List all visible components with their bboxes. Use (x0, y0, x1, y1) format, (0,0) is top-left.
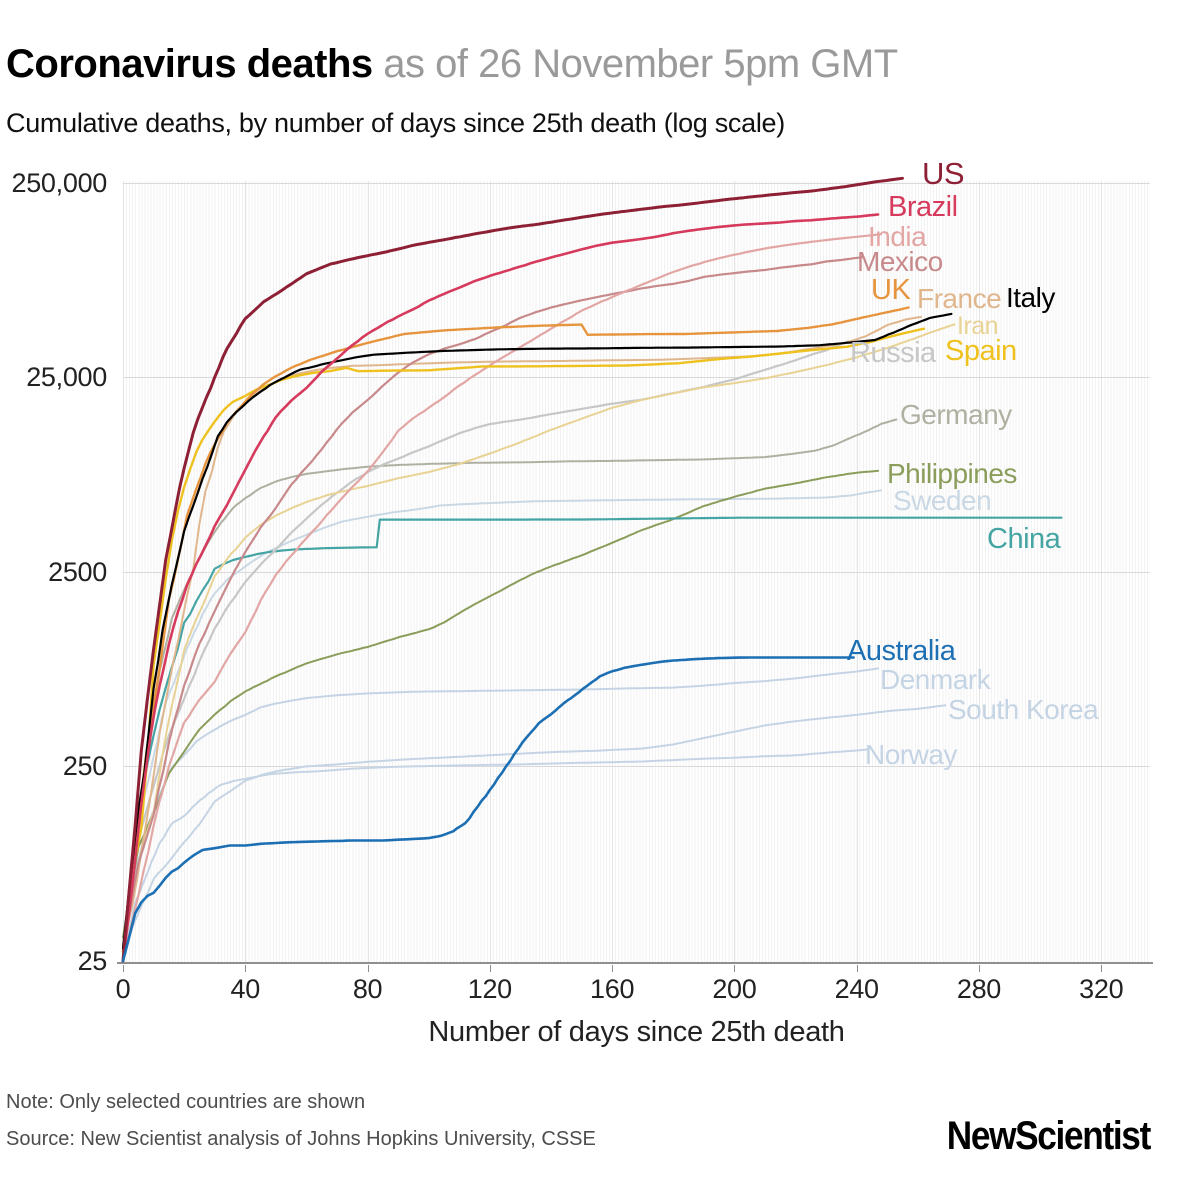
x-tick-200 (734, 965, 736, 972)
x-tick-label-40: 40 (230, 974, 261, 1004)
series-label-russia: Russia (850, 337, 936, 369)
series-label-iran: Iran (957, 312, 999, 340)
x-tick-label-280: 280 (956, 974, 1002, 1004)
note-text: Note: Only selected countries are shown (6, 1091, 366, 1113)
y-tick-label-25,000: 25,000 (26, 362, 107, 393)
x-tick-240 (856, 965, 858, 972)
y-tick-label-250,000: 250,000 (11, 167, 108, 198)
x-tick-0 (123, 965, 124, 972)
chart-title-date: as of 26 November 5pm GMT (372, 42, 898, 86)
horizontal-gridline-2500 (123, 571, 1150, 573)
x-tick-label-200: 200 (712, 974, 757, 1004)
x-tick-label-240: 240 (834, 974, 879, 1004)
series-label-us: US (922, 156, 965, 191)
series-label-uk: UK (871, 274, 911, 306)
series-label-sweden: Sweden (893, 485, 992, 516)
y-tick-label-25: 25 (77, 946, 108, 976)
x-tick-label-320: 320 (1079, 974, 1124, 1004)
horizontal-gridline-25000 (123, 377, 1150, 379)
x-tick-label-80: 80 (352, 974, 383, 1004)
series-label-south-korea: South Korea (948, 694, 1099, 725)
x-tick-label-160: 160 (590, 974, 635, 1004)
series-label-mexico: Mexico (857, 246, 943, 277)
x-tick-280 (978, 965, 980, 972)
series-label-philippines: Philippines (887, 458, 1017, 489)
x-tick-320 (1101, 965, 1103, 972)
x-tick-40 (245, 965, 247, 972)
chart-subtitle: Cumulative deaths, by number of days sin… (6, 108, 785, 138)
series-label-china: China (987, 523, 1061, 555)
series-label-spain: Spain (945, 335, 1017, 367)
x-axis-title: Number of days since 25th death (428, 1016, 845, 1048)
x-axis-line (117, 962, 1153, 964)
chart-title: Coronavirus deaths as of 26 November 5pm… (6, 42, 898, 87)
series-label-denmark: Denmark (880, 664, 991, 695)
series-label-brazil: Brazil (888, 191, 958, 223)
series-label-germany: Germany (900, 399, 1012, 430)
series-label-australia: Australia (847, 635, 956, 667)
x-tick-80 (367, 965, 369, 972)
y-tick-label-250: 250 (62, 751, 107, 782)
chart-title-bold: Coronavirus deaths (6, 42, 373, 86)
horizontal-gridline-250000 (123, 182, 1150, 184)
series-label-france: France (917, 283, 1002, 314)
x-tick-label-0: 0 (115, 974, 131, 1004)
vertical-gridline-day-320 (1101, 181, 1103, 962)
source-text: Source: New Scientist analysis of Johns … (6, 1128, 596, 1150)
newscientist-logo: NewScientist (946, 1114, 1152, 1158)
series-label-italy: Italy (1006, 282, 1055, 313)
x-tick-label-120: 120 (467, 974, 512, 1004)
x-tick-160 (612, 965, 614, 972)
x-tick-120 (489, 965, 491, 972)
series-label-india: India (868, 221, 927, 252)
series-label-norway: Norway (865, 739, 957, 770)
horizontal-gridline-250 (123, 766, 1150, 768)
y-tick-label-2500: 2500 (48, 556, 107, 587)
